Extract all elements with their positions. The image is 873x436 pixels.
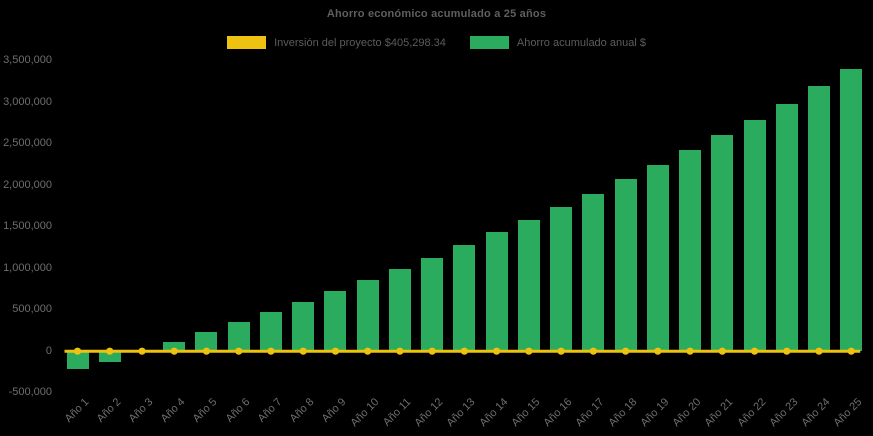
legend-item-investment: Inversión del proyecto $405,298.34 [227,36,446,49]
bar-año-19 [646,165,669,352]
y-axis-label: -500,000 [8,386,52,399]
x-axis-label: Año 25 [831,396,865,430]
x-axis-label: Año 7 [255,396,285,425]
x-axis-label: Año 11 [380,396,414,429]
bar-año-1 [66,351,89,370]
bar-año-2 [98,351,121,362]
x-axis-label: Año 24 [799,396,833,430]
bar-año-20 [679,149,702,352]
x-axis-label: Año 13 [444,396,478,430]
savings-color-swatch [469,36,509,49]
bar-año-10 [356,279,379,352]
bar-año-15 [517,219,540,352]
bar-año-18 [614,179,637,352]
y-axis-label: 2,500,000 [3,137,52,150]
bar-año-5 [195,332,218,352]
investment-color-swatch [227,36,267,49]
bar-año-24 [808,86,831,352]
y-axis-label: 3,500,000 [3,54,52,67]
x-axis-label: Año 2 [94,396,124,425]
bar-año-3 [130,351,153,353]
x-axis-label: Año 18 [605,396,640,430]
bar-año-11 [388,269,411,352]
bar-año-25 [840,69,863,352]
bar-año-4 [163,341,186,352]
investment-legend-label: Inversión del proyecto $405,298.34 [274,36,446,49]
bar-año-21 [711,134,734,352]
bar-año-22 [743,119,766,352]
savings-legend-label: Ahorro acumulado anual $ [516,36,646,49]
bar-año-23 [775,103,798,352]
legend-item-savings: Ahorro acumulado anual $ [469,36,646,49]
bar-año-16 [550,207,573,352]
x-axis-label: Año 4 [158,396,188,425]
x-axis-label: Año 19 [638,396,672,430]
y-axis-label: 500,000 [12,303,52,316]
x-axis-label: Año 8 [287,396,317,425]
bar-año-7 [259,312,282,352]
y-axis-label: 0 [45,344,52,357]
y-axis-label: 2,000,000 [3,178,52,191]
chart-title: Ahorro económico acumulado a 25 años [326,8,547,20]
bar-año-9 [324,291,347,352]
x-axis-label: Año 21 [702,396,736,430]
x-axis-label: Año 3 [126,396,156,425]
x-axis-label: Año 1 [62,396,91,425]
x-axis-label: Año 14 [476,396,511,430]
x-axis-label: Año 20 [670,396,704,430]
bar-año-8 [292,301,315,352]
y-axis-label: 1,000,000 [3,261,52,274]
x-axis-label: Año 17 [573,396,607,430]
x-axis-label: Año 5 [191,396,220,425]
bar-año-17 [582,194,605,352]
x-axis-label: Año 22 [734,396,769,430]
bar-año-12 [421,257,444,352]
y-axis-label: 3,000,000 [3,95,52,108]
x-axis-label: Año 15 [509,396,543,430]
x-axis-label: Año 10 [347,396,382,430]
x-axis-label: Año 16 [541,396,575,430]
y-axis-label: 1,500,000 [3,220,52,233]
bar-año-6 [227,322,250,352]
bar-año-14 [485,231,508,352]
x-axis-label: Año 6 [223,396,253,425]
x-axis-label: Año 12 [412,396,446,430]
chart-legend: Inversión del proyecto $405,298.34 Ahorr… [0,36,873,49]
x-axis-label: Año 23 [767,396,801,430]
bar-año-13 [453,245,476,352]
x-axis-label: Año 9 [320,396,349,425]
